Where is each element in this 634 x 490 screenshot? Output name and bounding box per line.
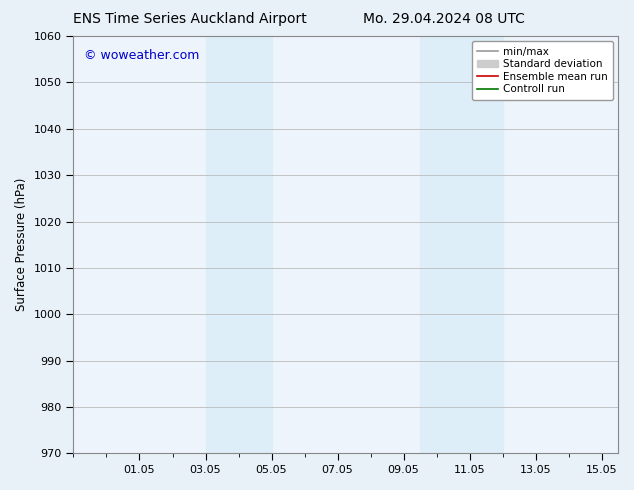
- Legend: min/max, Standard deviation, Ensemble mean run, Controll run: min/max, Standard deviation, Ensemble me…: [472, 41, 613, 99]
- Y-axis label: Surface Pressure (hPa): Surface Pressure (hPa): [15, 178, 28, 311]
- Text: ENS Time Series Auckland Airport: ENS Time Series Auckland Airport: [74, 12, 307, 26]
- Text: Mo. 29.04.2024 08 UTC: Mo. 29.04.2024 08 UTC: [363, 12, 525, 26]
- Bar: [205, 36, 271, 453]
- Text: © woweather.com: © woweather.com: [84, 49, 200, 62]
- Bar: [420, 36, 503, 453]
